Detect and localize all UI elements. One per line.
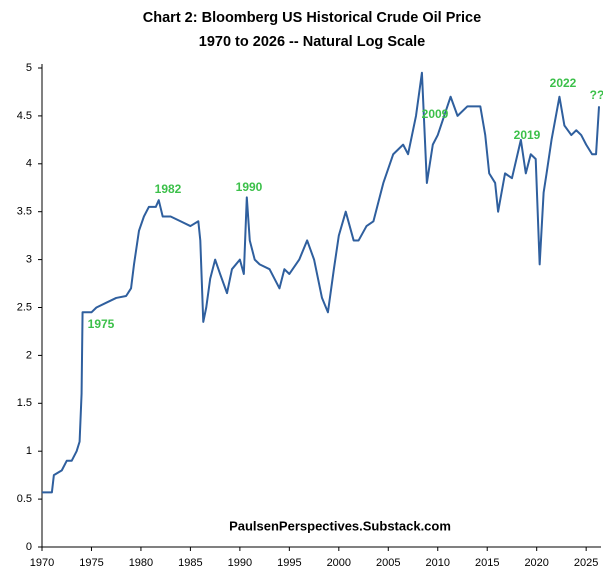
annotation: 2009 (422, 107, 449, 121)
x-tick-label: 2015 (475, 557, 499, 569)
x-tick-label: 1985 (178, 557, 202, 569)
x-tick-label: 2020 (524, 557, 548, 569)
y-tick-label: 3 (26, 254, 32, 266)
y-tick-label: 4 (26, 158, 32, 170)
x-tick-label: 1970 (30, 557, 54, 569)
annotation: ?? (590, 88, 603, 102)
y-tick-label: 2 (26, 349, 32, 361)
y-tick-label: 5 (26, 62, 32, 74)
x-tick-label: 2005 (376, 557, 400, 569)
chart-title: Chart 2: Bloomberg US Historical Crude O… (143, 10, 481, 26)
x-tick-label: 1975 (79, 557, 103, 569)
y-tick-label: 1 (26, 445, 32, 457)
y-tick-label: 1.5 (17, 397, 32, 409)
y-tick-label: 0.5 (17, 493, 32, 505)
credit: PaulsenPerspectives.Substack.com (229, 518, 451, 533)
x-tick-label: 1990 (228, 557, 252, 569)
price-line (42, 71, 601, 494)
x-tick-label: 2000 (327, 557, 351, 569)
y-tick-label: 4.5 (17, 110, 32, 122)
annotation: 1975 (88, 317, 115, 331)
x-tick-label: 2025 (574, 557, 598, 569)
annotation: 1990 (236, 180, 263, 194)
annotation: 1982 (155, 182, 182, 196)
y-tick-label: 0 (26, 541, 32, 553)
y-tick-label: 3.5 (17, 206, 32, 218)
x-tick-label: 2010 (426, 557, 450, 569)
y-tick-label: 2.5 (17, 301, 32, 313)
annotation: 2022 (550, 76, 577, 90)
annotation: 2019 (514, 128, 541, 142)
x-tick-label: 1980 (129, 557, 153, 569)
chart-subtitle: 1970 to 2026 -- Natural Log Scale (199, 34, 425, 50)
x-tick-label: 1995 (277, 557, 301, 569)
